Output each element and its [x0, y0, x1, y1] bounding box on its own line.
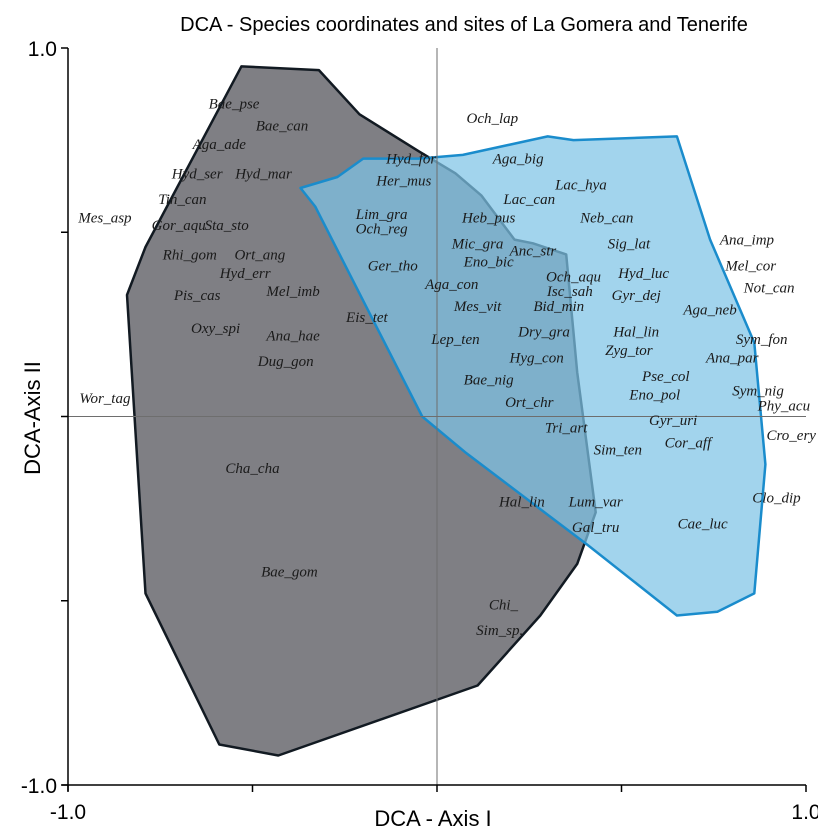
species-label: Mes_asp [77, 211, 132, 227]
species-label: Hal_lin [498, 494, 545, 510]
site-hulls [125, 65, 767, 757]
species-label: Eis_tet [345, 310, 388, 326]
species-label: Hyd_luc [617, 266, 669, 282]
species-label: Sta_sto [205, 218, 250, 234]
species-label: Pse_col [641, 369, 689, 385]
species-label: Bae_can [256, 118, 308, 134]
species-label: Gyr_uri [649, 413, 697, 429]
species-label: Hal_lin [612, 325, 659, 341]
species-label: Sim_ten [594, 443, 642, 459]
species-label: Rhi_gom [162, 247, 217, 263]
axes: -1.0 1.0 -1.0 1.0 [21, 38, 818, 824]
species-label: Isc_sah [546, 284, 593, 300]
species-label: Sig_lat [608, 236, 651, 252]
species-label: Cro_ery [767, 428, 817, 444]
species-label: Och_lap [467, 111, 519, 127]
species-label: Neb_can [579, 211, 633, 227]
species-label: Hyg_con [509, 351, 564, 367]
reference-lines [68, 48, 806, 785]
species-label: Anc_str [509, 244, 557, 260]
species-label: Bae_pse [209, 96, 260, 112]
species-label: Pis_cas [173, 288, 221, 304]
species-label: Hyd_for [385, 152, 436, 168]
species-label: Sym_nig [732, 384, 784, 400]
species-label: Cha_cha [225, 461, 279, 477]
species-label: Dry_gra [517, 325, 570, 341]
species-label: Ana_hae [265, 328, 320, 344]
y-tick-label: 1.0 [28, 38, 57, 61]
species-label: Eno_bic [463, 255, 514, 271]
species-label: Aga_ade [192, 137, 247, 153]
species-label: Bid_min [533, 299, 584, 315]
species-label: Hyd_err [219, 266, 271, 282]
species-label: Cor_aff [665, 435, 714, 451]
species-label: Hyd_ser [171, 166, 223, 182]
species-label: Mes_vit [453, 299, 502, 315]
species-label: Ort_ang [234, 247, 285, 263]
species-label: Ger_tho [368, 258, 418, 274]
species-label: Lum_var [568, 494, 623, 510]
species-label: Och_aqu [546, 269, 601, 285]
chart-title: DCA - Species coordinates and sites of L… [180, 14, 748, 36]
species-label: Sim_sp. [476, 623, 523, 639]
species-label: Ana_imp [719, 233, 775, 249]
y-axis-title: DCA-Axis II [20, 361, 45, 475]
species-label: Och_reg [356, 222, 408, 238]
species-label: Ana_par [705, 351, 759, 367]
species-label: Ort_chr [505, 395, 553, 411]
species-label: Gyr_dej [612, 288, 661, 304]
species-label: Mic_gra [451, 236, 504, 252]
species-label: Dug_gon [257, 354, 314, 370]
species-label: Tri_art [545, 421, 588, 437]
species-label: Bae_gom [261, 564, 318, 580]
species-label: Aga_con [424, 277, 478, 293]
site-hull-2 [299, 135, 767, 617]
species-label: Hyd_mar [234, 166, 292, 182]
species-label: Oxy_spi [191, 321, 240, 337]
species-label: Mel_imb [265, 284, 320, 300]
species-label: Gor_aqu [152, 218, 206, 234]
species-label: Lac_can [502, 192, 555, 208]
species-label: Lim_gra [355, 207, 408, 223]
x-axis-title: DCA - Axis I [374, 806, 491, 831]
species-label: Lac_hya [554, 177, 607, 193]
species-label: Aga_neb [682, 303, 737, 319]
species-label: Eno_pol [628, 387, 680, 403]
species-label: Heb_pus [461, 211, 515, 227]
species-label: Gal_tru [572, 520, 620, 536]
species-label: Cae_luc [678, 516, 728, 532]
x-tick-label: 1.0 [791, 801, 818, 824]
species-label: Tin_can [158, 192, 206, 208]
species-labels: Bae_pse Bae_can Aga_ade Hyd_ser Hyd_mar Tin_c… [77, 96, 816, 639]
species-label: Lep_ten [430, 332, 479, 348]
species-label: Chi_ [489, 597, 519, 613]
species-label: Mel_cor [724, 258, 776, 274]
y-tick-label: -1.0 [21, 775, 57, 798]
species-label: Zyg_tor [605, 343, 653, 359]
species-label: Aga_big [492, 152, 544, 168]
species-label: Sym_fon [736, 332, 788, 348]
species-label: Wor_tag [79, 391, 131, 407]
species-label: Not_can [743, 281, 795, 297]
species-label: Bae_nig [464, 373, 514, 389]
species-label: Her_mus [375, 174, 431, 190]
species-label: Phy_acu [757, 398, 810, 414]
species-label: Clo_dip [752, 491, 801, 507]
x-tick-label: -1.0 [50, 801, 86, 824]
